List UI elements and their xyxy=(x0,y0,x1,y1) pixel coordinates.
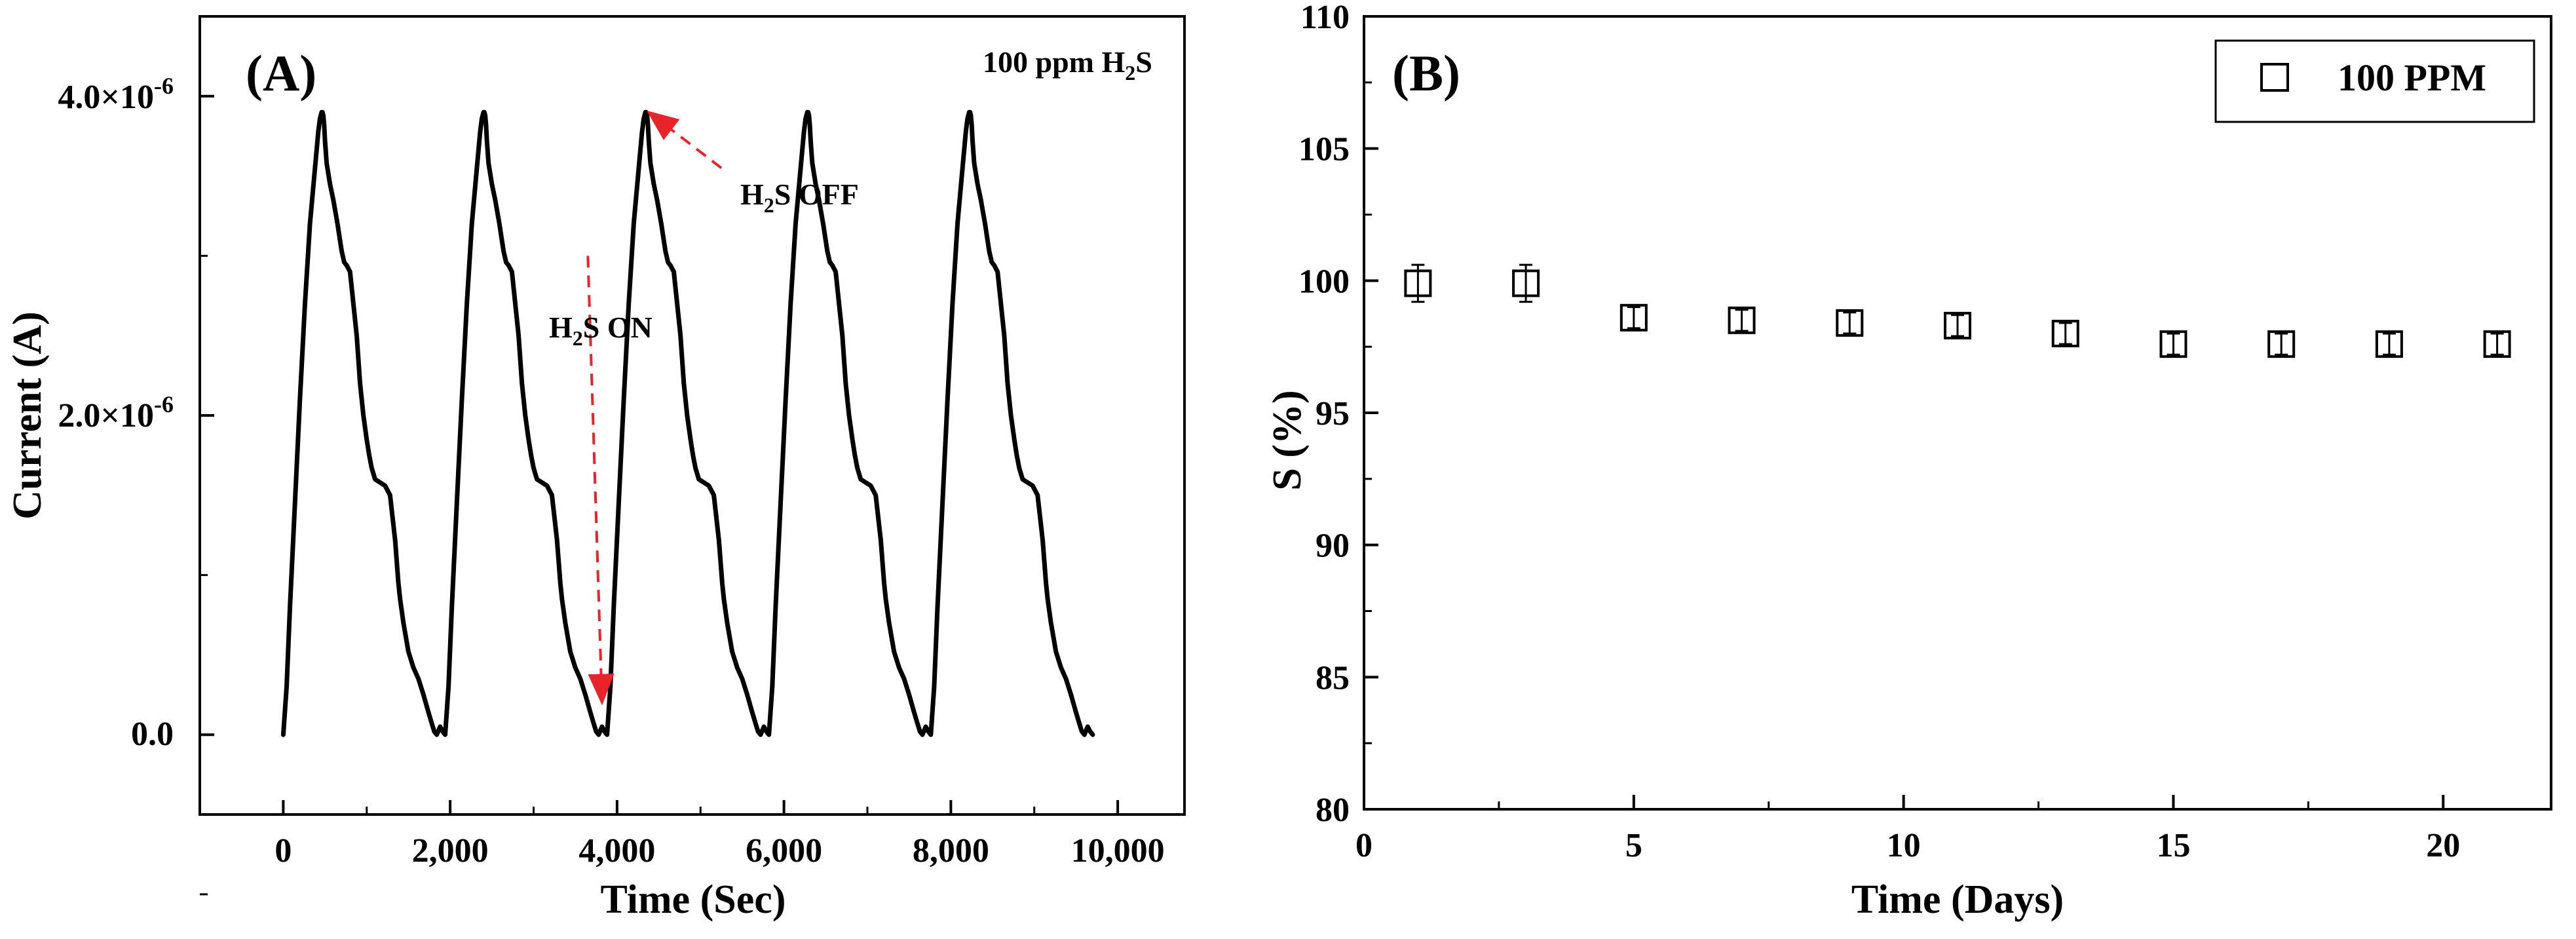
h2s-on-tail: S ON xyxy=(583,311,653,344)
h2s-off-label: H2S OFF xyxy=(740,178,859,217)
y-tick-label: 110 xyxy=(1300,0,1350,36)
h2s-on-subscript: 2 xyxy=(573,326,583,350)
panel-label-b: (B) xyxy=(1392,45,1460,102)
annotation-tail: S xyxy=(1135,45,1152,79)
chart-panel-a: 0 2,000 4,000 6,000 8,000 10,000 (A) 100 ppm … xyxy=(5,15,1186,922)
y-tick-label: 0.0 xyxy=(131,716,174,753)
legend: 100 PPM xyxy=(2214,39,2535,123)
series-b xyxy=(1404,263,2511,358)
data-point xyxy=(2051,320,2079,347)
open-square-marker xyxy=(2375,330,2403,358)
data-point xyxy=(1944,311,1971,339)
x-tick-label: 10,000 xyxy=(1071,832,1165,870)
y-tick-label: 100 xyxy=(1298,263,1350,300)
h2s-on-arrow xyxy=(586,256,615,706)
h2s-off-subscript: 2 xyxy=(764,193,774,217)
y-tick-mantissa: 4.0×10 xyxy=(58,79,154,116)
concentration-annotation: 100 ppm H2S xyxy=(983,45,1152,85)
open-square-marker xyxy=(1512,269,1540,297)
h2s-on-main: H xyxy=(549,311,573,344)
y-tick-mantissa: 2.0×10 xyxy=(58,397,154,434)
y-tick-exponent: -6 xyxy=(154,73,174,99)
x-tick-label: 10 xyxy=(1887,827,1921,864)
open-square-marker xyxy=(2267,330,2296,358)
x-tick-label: 20 xyxy=(2426,827,2460,864)
y-axis-title-b: S (%) xyxy=(1265,390,1310,490)
x-tick-label: 0 xyxy=(1355,827,1373,864)
legend-marker-open-square xyxy=(2260,63,2289,92)
x-tick-label: 8,000 xyxy=(913,832,989,870)
data-point xyxy=(2483,330,2511,358)
y-axis-title-a: Current (A) xyxy=(5,311,50,519)
open-square-marker xyxy=(2051,320,2079,347)
ticks-a: 0 2,000 4,000 6,000 8,000 10,000 xyxy=(200,94,1165,896)
x-tick-label: 4,000 xyxy=(578,832,655,870)
chart-panel-b: 0 5 10 15 20 80 85 90 95 100 105 110 (B) 100 PPM Ti… xyxy=(1265,0,2552,922)
open-square-marker xyxy=(2483,330,2511,358)
y-tick-label: 90 xyxy=(1316,527,1350,565)
h2s-off-arrow xyxy=(647,110,723,170)
y-tick-label: 80 xyxy=(1316,792,1350,829)
plot-frame-b xyxy=(1363,15,2552,811)
y-tick-label: 4.0×10-6 xyxy=(58,73,174,116)
open-square-marker xyxy=(1619,303,1648,332)
x-axis-title-b: Time (Days) xyxy=(1851,877,2064,922)
data-point xyxy=(1404,263,1432,303)
open-square-marker xyxy=(2159,330,2188,358)
data-point xyxy=(2267,330,2296,358)
x-tick-label: 15 xyxy=(2156,827,2190,864)
current-series-line xyxy=(280,109,1095,737)
y-tick-exponent: -6 xyxy=(154,391,174,417)
y-tick-label: 105 xyxy=(1298,131,1350,168)
open-square-marker xyxy=(1404,269,1432,297)
data-point xyxy=(1619,303,1648,332)
data-point xyxy=(2159,330,2188,358)
h2s-off-main: H xyxy=(740,178,764,211)
y-tick-label: 95 xyxy=(1316,395,1350,432)
panel-label-a: (A) xyxy=(246,45,316,102)
arrows-a xyxy=(586,110,723,706)
h2s-on-label: H2S ON xyxy=(549,311,653,350)
plot-frame-a xyxy=(199,15,1186,816)
x-tick-label: 0 xyxy=(275,832,292,870)
data-point xyxy=(2375,330,2403,358)
open-square-marker xyxy=(1728,306,1756,334)
data-point xyxy=(1512,263,1540,303)
annotation-main: 100 ppm H xyxy=(983,45,1125,79)
series-a xyxy=(280,109,1095,737)
y-tick-mantissa: 0.0 xyxy=(131,716,174,753)
annotation-subscript: 2 xyxy=(1125,61,1135,85)
x-tick-label: 2,000 xyxy=(412,832,489,870)
x-tick-label: 5 xyxy=(1625,827,1642,864)
data-point xyxy=(1728,306,1756,334)
y-tick-label: 85 xyxy=(1316,659,1350,697)
x-tick-label: 6,000 xyxy=(746,832,822,870)
ticks-b: 0 5 10 15 20 80 85 90 95 100 105 110 xyxy=(1298,0,2460,864)
open-square-marker xyxy=(1836,309,1864,337)
h2s-off-tail: S OFF xyxy=(774,178,859,211)
legend-label: 100 PPM xyxy=(2338,56,2486,99)
data-point xyxy=(1836,309,1864,337)
open-square-marker xyxy=(1944,311,1971,339)
x-axis-title-a: Time (Sec) xyxy=(601,877,786,922)
legend-box xyxy=(2214,39,2535,123)
y-tick-label: 2.0×10-6 xyxy=(58,391,174,434)
